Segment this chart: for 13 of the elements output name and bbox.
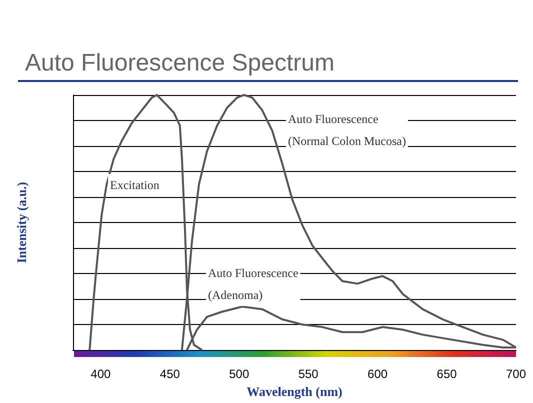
series-label: Excitation	[110, 178, 160, 192]
x-tick-label: 650	[436, 367, 458, 381]
x-tick-label: 600	[368, 367, 388, 381]
series-label: Auto Fluorescence (Normal Colon Mucosa)	[288, 112, 406, 148]
x-tick-label: 500	[229, 367, 250, 381]
chart-title: Auto Fluorescence Spectrum	[25, 50, 334, 76]
x-tick-label: 450	[160, 367, 180, 381]
y-axis-title: Intensity (a.u.)	[14, 182, 29, 264]
x-tick-label: 400	[90, 367, 112, 381]
x-tick-label: 700	[506, 367, 526, 381]
series-label: Auto Fluorescence (Adenoma)	[208, 266, 298, 302]
x-axis-title: Wavelength (nm)	[246, 384, 342, 399]
x-tick-label: 550	[298, 367, 319, 381]
